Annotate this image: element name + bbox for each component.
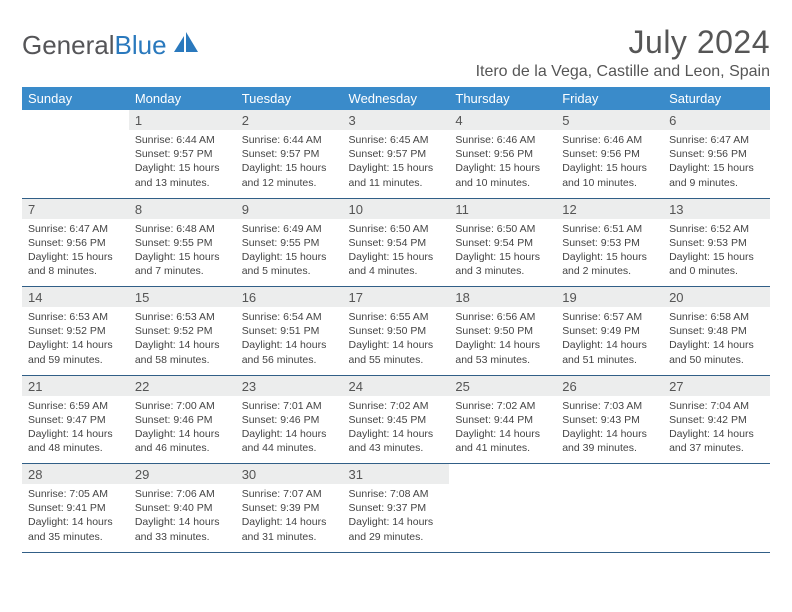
day-content-cell: Sunrise: 7:08 AMSunset: 9:37 PMDaylight:… bbox=[343, 484, 450, 552]
day-content-cell: Sunrise: 7:07 AMSunset: 9:39 PMDaylight:… bbox=[236, 484, 343, 552]
weekday-header-row: Sunday Monday Tuesday Wednesday Thursday… bbox=[22, 87, 770, 110]
day-number-cell: 28 bbox=[22, 464, 129, 485]
day-content-cell: Sunrise: 7:02 AMSunset: 9:44 PMDaylight:… bbox=[449, 396, 556, 464]
day-content-cell: Sunrise: 6:54 AMSunset: 9:51 PMDaylight:… bbox=[236, 307, 343, 375]
daynum-row: 21222324252627 bbox=[22, 375, 770, 396]
day-content-cell: Sunrise: 6:45 AMSunset: 9:57 PMDaylight:… bbox=[343, 130, 450, 198]
month-title: July 2024 bbox=[476, 24, 770, 61]
weekday-header: Sunday bbox=[22, 87, 129, 110]
sail-icon bbox=[172, 30, 200, 61]
day-number-cell: 22 bbox=[129, 375, 236, 396]
day-content-cell: Sunrise: 7:00 AMSunset: 9:46 PMDaylight:… bbox=[129, 396, 236, 464]
day-number-cell: 10 bbox=[343, 198, 450, 219]
day-number-cell bbox=[22, 110, 129, 130]
day-number-cell: 8 bbox=[129, 198, 236, 219]
day-number-cell: 3 bbox=[343, 110, 450, 130]
day-number-cell: 30 bbox=[236, 464, 343, 485]
daynum-row: 14151617181920 bbox=[22, 287, 770, 308]
day-number-cell bbox=[449, 464, 556, 485]
weekday-header: Friday bbox=[556, 87, 663, 110]
content-row: Sunrise: 6:47 AMSunset: 9:56 PMDaylight:… bbox=[22, 219, 770, 287]
day-number-cell: 6 bbox=[663, 110, 770, 130]
weekday-header: Tuesday bbox=[236, 87, 343, 110]
day-content-cell: Sunrise: 6:48 AMSunset: 9:55 PMDaylight:… bbox=[129, 219, 236, 287]
day-content-cell: Sunrise: 7:06 AMSunset: 9:40 PMDaylight:… bbox=[129, 484, 236, 552]
calendar-table: Sunday Monday Tuesday Wednesday Thursday… bbox=[22, 87, 770, 553]
weekday-header: Saturday bbox=[663, 87, 770, 110]
day-content-cell: Sunrise: 6:57 AMSunset: 9:49 PMDaylight:… bbox=[556, 307, 663, 375]
location: Itero de la Vega, Castille and Leon, Spa… bbox=[476, 63, 770, 81]
day-number-cell: 1 bbox=[129, 110, 236, 130]
day-content-cell: Sunrise: 6:53 AMSunset: 9:52 PMDaylight:… bbox=[129, 307, 236, 375]
day-content-cell: Sunrise: 6:52 AMSunset: 9:53 PMDaylight:… bbox=[663, 219, 770, 287]
day-number-cell bbox=[556, 464, 663, 485]
day-number-cell: 7 bbox=[22, 198, 129, 219]
day-number-cell: 14 bbox=[22, 287, 129, 308]
day-content-cell: Sunrise: 6:44 AMSunset: 9:57 PMDaylight:… bbox=[129, 130, 236, 198]
day-number-cell: 16 bbox=[236, 287, 343, 308]
day-number-cell: 24 bbox=[343, 375, 450, 396]
header: GeneralBlue July 2024 Itero de la Vega, … bbox=[22, 24, 770, 81]
day-content-cell: Sunrise: 6:47 AMSunset: 9:56 PMDaylight:… bbox=[22, 219, 129, 287]
title-block: July 2024 Itero de la Vega, Castille and… bbox=[476, 24, 770, 81]
day-number-cell: 12 bbox=[556, 198, 663, 219]
day-number-cell: 4 bbox=[449, 110, 556, 130]
calendar-body: 123456Sunrise: 6:44 AMSunset: 9:57 PMDay… bbox=[22, 110, 770, 552]
content-row: Sunrise: 6:44 AMSunset: 9:57 PMDaylight:… bbox=[22, 130, 770, 198]
daynum-row: 78910111213 bbox=[22, 198, 770, 219]
day-number-cell: 13 bbox=[663, 198, 770, 219]
day-content-cell: Sunrise: 6:53 AMSunset: 9:52 PMDaylight:… bbox=[22, 307, 129, 375]
day-number-cell: 29 bbox=[129, 464, 236, 485]
daynum-row: 123456 bbox=[22, 110, 770, 130]
day-content-cell bbox=[556, 484, 663, 552]
day-number-cell: 31 bbox=[343, 464, 450, 485]
content-row: Sunrise: 7:05 AMSunset: 9:41 PMDaylight:… bbox=[22, 484, 770, 552]
weekday-header: Thursday bbox=[449, 87, 556, 110]
day-content-cell: Sunrise: 6:55 AMSunset: 9:50 PMDaylight:… bbox=[343, 307, 450, 375]
day-content-cell: Sunrise: 7:03 AMSunset: 9:43 PMDaylight:… bbox=[556, 396, 663, 464]
content-row: Sunrise: 6:53 AMSunset: 9:52 PMDaylight:… bbox=[22, 307, 770, 375]
day-content-cell: Sunrise: 6:44 AMSunset: 9:57 PMDaylight:… bbox=[236, 130, 343, 198]
day-number-cell: 23 bbox=[236, 375, 343, 396]
day-content-cell: Sunrise: 6:47 AMSunset: 9:56 PMDaylight:… bbox=[663, 130, 770, 198]
day-content-cell: Sunrise: 6:50 AMSunset: 9:54 PMDaylight:… bbox=[449, 219, 556, 287]
day-number-cell: 2 bbox=[236, 110, 343, 130]
day-content-cell: Sunrise: 7:02 AMSunset: 9:45 PMDaylight:… bbox=[343, 396, 450, 464]
brand-part1: General bbox=[22, 30, 115, 61]
day-content-cell: Sunrise: 7:04 AMSunset: 9:42 PMDaylight:… bbox=[663, 396, 770, 464]
daynum-row: 28293031 bbox=[22, 464, 770, 485]
day-number-cell: 25 bbox=[449, 375, 556, 396]
day-content-cell: Sunrise: 6:49 AMSunset: 9:55 PMDaylight:… bbox=[236, 219, 343, 287]
day-content-cell: Sunrise: 6:46 AMSunset: 9:56 PMDaylight:… bbox=[449, 130, 556, 198]
content-row: Sunrise: 6:59 AMSunset: 9:47 PMDaylight:… bbox=[22, 396, 770, 464]
day-content-cell: Sunrise: 6:51 AMSunset: 9:53 PMDaylight:… bbox=[556, 219, 663, 287]
day-content-cell: Sunrise: 6:46 AMSunset: 9:56 PMDaylight:… bbox=[556, 130, 663, 198]
day-content-cell: Sunrise: 6:56 AMSunset: 9:50 PMDaylight:… bbox=[449, 307, 556, 375]
day-number-cell bbox=[663, 464, 770, 485]
day-content-cell bbox=[663, 484, 770, 552]
brand-part2: Blue bbox=[115, 30, 167, 61]
weekday-header: Wednesday bbox=[343, 87, 450, 110]
day-number-cell: 26 bbox=[556, 375, 663, 396]
day-number-cell: 17 bbox=[343, 287, 450, 308]
day-content-cell: Sunrise: 7:05 AMSunset: 9:41 PMDaylight:… bbox=[22, 484, 129, 552]
day-number-cell: 18 bbox=[449, 287, 556, 308]
day-content-cell: Sunrise: 6:50 AMSunset: 9:54 PMDaylight:… bbox=[343, 219, 450, 287]
day-number-cell: 11 bbox=[449, 198, 556, 219]
day-content-cell: Sunrise: 7:01 AMSunset: 9:46 PMDaylight:… bbox=[236, 396, 343, 464]
day-content-cell bbox=[449, 484, 556, 552]
day-number-cell: 20 bbox=[663, 287, 770, 308]
day-content-cell: Sunrise: 6:59 AMSunset: 9:47 PMDaylight:… bbox=[22, 396, 129, 464]
day-number-cell: 27 bbox=[663, 375, 770, 396]
day-number-cell: 19 bbox=[556, 287, 663, 308]
weekday-header: Monday bbox=[129, 87, 236, 110]
day-number-cell: 5 bbox=[556, 110, 663, 130]
day-content-cell bbox=[22, 130, 129, 198]
day-number-cell: 21 bbox=[22, 375, 129, 396]
day-number-cell: 15 bbox=[129, 287, 236, 308]
brand-logo: GeneralBlue bbox=[22, 30, 200, 61]
day-number-cell: 9 bbox=[236, 198, 343, 219]
day-content-cell: Sunrise: 6:58 AMSunset: 9:48 PMDaylight:… bbox=[663, 307, 770, 375]
